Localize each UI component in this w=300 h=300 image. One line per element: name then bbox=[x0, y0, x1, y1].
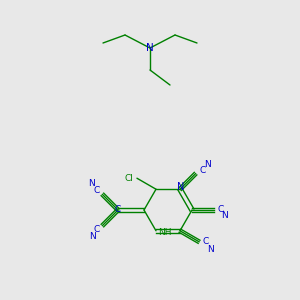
Text: N: N bbox=[177, 182, 185, 192]
Text: NH: NH bbox=[158, 228, 172, 237]
Text: Cl: Cl bbox=[124, 174, 134, 183]
Text: N: N bbox=[88, 179, 95, 188]
Text: C: C bbox=[217, 205, 223, 214]
Text: N: N bbox=[89, 232, 96, 241]
Text: C: C bbox=[200, 166, 206, 175]
Text: C: C bbox=[115, 206, 121, 214]
Text: C: C bbox=[93, 225, 99, 234]
Text: N: N bbox=[207, 245, 213, 254]
Text: N: N bbox=[222, 212, 228, 220]
Text: N: N bbox=[146, 43, 154, 53]
Text: C: C bbox=[202, 237, 208, 246]
Text: N: N bbox=[204, 160, 211, 169]
Text: C: C bbox=[93, 186, 99, 195]
